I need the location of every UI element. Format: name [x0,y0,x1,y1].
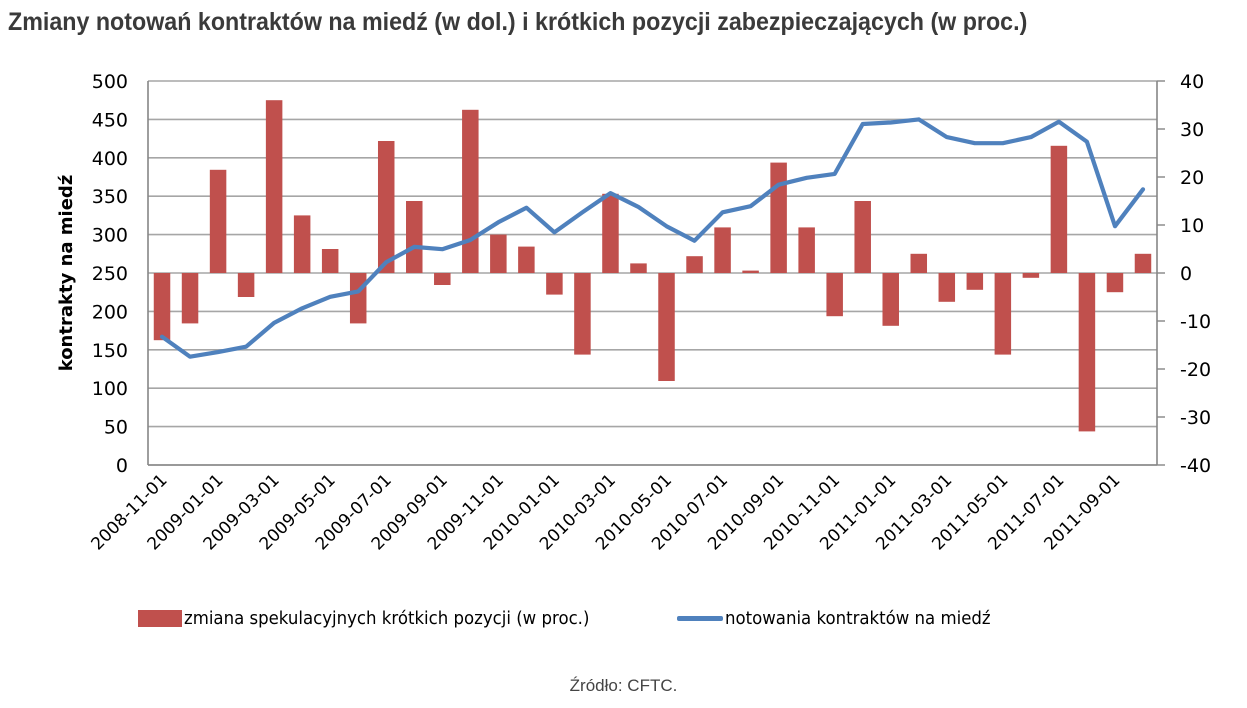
gridlines [148,80,1157,466]
bar [1022,273,1040,278]
bar [602,193,619,273]
bar [490,234,507,273]
bar [798,227,815,273]
bar [938,273,956,302]
legend-item-bars: zmiana spekulacyjnych krótkich pozycji (… [138,608,625,629]
legend-item-line: notowania kontraktów na miedź [676,608,1014,629]
bar [181,273,199,324]
bar [377,141,395,273]
bar [1134,253,1152,273]
bar [910,253,928,273]
bar [770,162,787,273]
bar [686,256,703,273]
right-axis-tick-label: 30 [1180,119,1204,141]
left-axis-tick-label: 150 [92,340,128,362]
left-axis-tick-label: 50 [104,417,128,439]
chart-title: Zmiany notowań kontraktów na miedź (w do… [8,8,1028,36]
bar [293,215,311,273]
right-axis-tick-label: 0 [1180,263,1192,285]
left-axis-tick-label: 100 [92,378,128,400]
bar [1106,273,1124,293]
right-axis-tick-label: -20 [1180,359,1211,381]
bar [434,273,451,285]
bar [1050,145,1068,273]
bar [882,273,899,326]
source-note: Źródło: CFTC. [569,676,678,695]
left-axis-tick-label: 500 [92,71,128,93]
legend-label-line: notowania kontraktów na miedź [724,608,991,629]
bar [854,201,871,273]
axis-labels: 050100150200250300350400450500-40-30-20-… [56,71,1211,554]
y-axis-title: kontrakty na miedź [56,175,77,372]
legend-label-bars: zmiana spekulacyjnych krótkich pozycji (… [184,608,590,629]
axes [147,80,1165,466]
right-axis-tick-label: 10 [1180,215,1204,237]
bar [406,201,423,273]
copper-price-line [159,117,1146,359]
bar-swatch-icon [138,610,182,627]
bar [574,273,591,355]
bar [966,273,984,290]
bar [321,249,339,273]
bar [349,273,367,324]
bar [630,263,647,273]
bar [994,273,1012,355]
line-swatch-icon [676,616,723,621]
left-axis-tick-label: 350 [92,186,128,208]
right-axis-tick-label: 40 [1180,71,1204,93]
legend: zmiana spekulacyjnych krótkich pozycji (… [138,608,1065,629]
left-axis-tick-label: 200 [92,301,128,323]
left-axis-tick-label: 0 [116,455,128,477]
bar [265,100,283,273]
bar [153,273,171,341]
bar [209,169,227,273]
left-axis-tick-label: 450 [92,109,128,131]
bar [658,273,675,381]
line-series [159,117,1146,359]
bar [518,246,535,273]
bar [1078,273,1096,432]
bar [826,273,843,317]
left-axis-tick-label: 400 [92,148,128,170]
right-axis-tick-label: -30 [1180,407,1211,429]
left-axis-tick-label: 250 [92,263,128,285]
bar [742,270,759,273]
right-axis-tick-label: -40 [1180,455,1211,477]
bar [714,227,731,273]
chart-plot: 050100150200250300350400450500-40-30-20-… [56,71,1211,554]
bar [462,109,479,273]
right-axis-tick-label: 20 [1180,167,1204,189]
right-axis-tick-label: -10 [1180,311,1211,333]
left-axis-tick-label: 300 [92,225,128,247]
bar [237,273,255,297]
bar [546,273,563,295]
bar-series [153,100,1152,432]
